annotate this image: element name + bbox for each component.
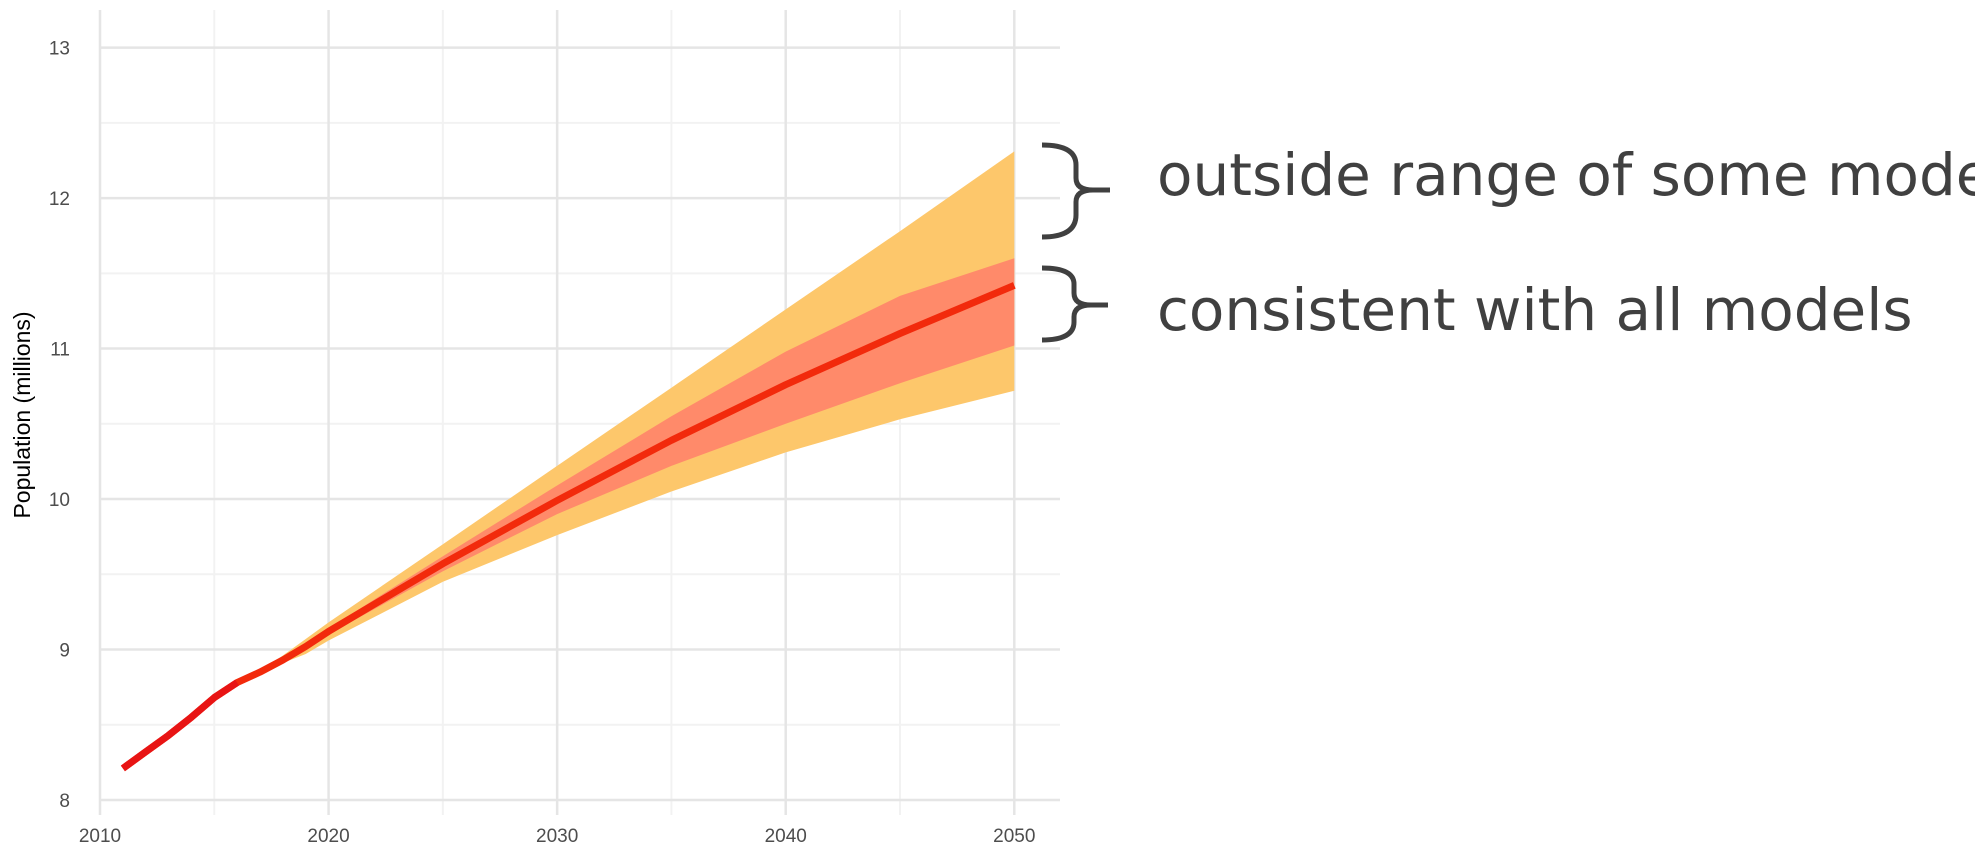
- y-tick-label: 12: [49, 189, 70, 210]
- outer-uncertainty-band: [237, 151, 1015, 683]
- y-tick-label: 11: [50, 340, 70, 361]
- y-tick-label: 9: [59, 640, 70, 661]
- x-tick-label: 2010: [79, 826, 121, 847]
- y-tick-label: 10: [49, 490, 70, 511]
- x-tick-label: 2040: [765, 826, 807, 847]
- y-tick-label: 13: [49, 39, 70, 60]
- historical-line: [120, 679, 240, 772]
- inner-uncertainty-band: [237, 258, 1015, 683]
- upper-bracket-icon: [1041, 142, 1110, 240]
- y-axis-tick-labels: 8 9 10 11 12 13: [49, 39, 70, 812]
- annotation-consistent: consistent with all models: [1157, 276, 1913, 344]
- projection-line-layer: [120, 282, 1016, 772]
- x-axis-tick-labels: 2010 2020 2030 2040 2050: [79, 826, 1036, 847]
- upper-range-bracket: [1041, 142, 1110, 240]
- x-tick-label: 2030: [536, 826, 578, 847]
- minor-gridlines: [100, 10, 1060, 815]
- y-axis-title: Population (millions): [9, 311, 35, 518]
- uncertainty-bands: [237, 151, 1015, 683]
- x-tick-label: 2050: [993, 826, 1035, 847]
- annotation-outside-range: outside range of some models: [1157, 141, 1975, 209]
- x-tick-label: 2020: [307, 826, 349, 847]
- y-tick-label: 8: [59, 791, 70, 812]
- lower-range-bracket: [1041, 265, 1108, 343]
- lower-bracket-icon: [1041, 265, 1108, 343]
